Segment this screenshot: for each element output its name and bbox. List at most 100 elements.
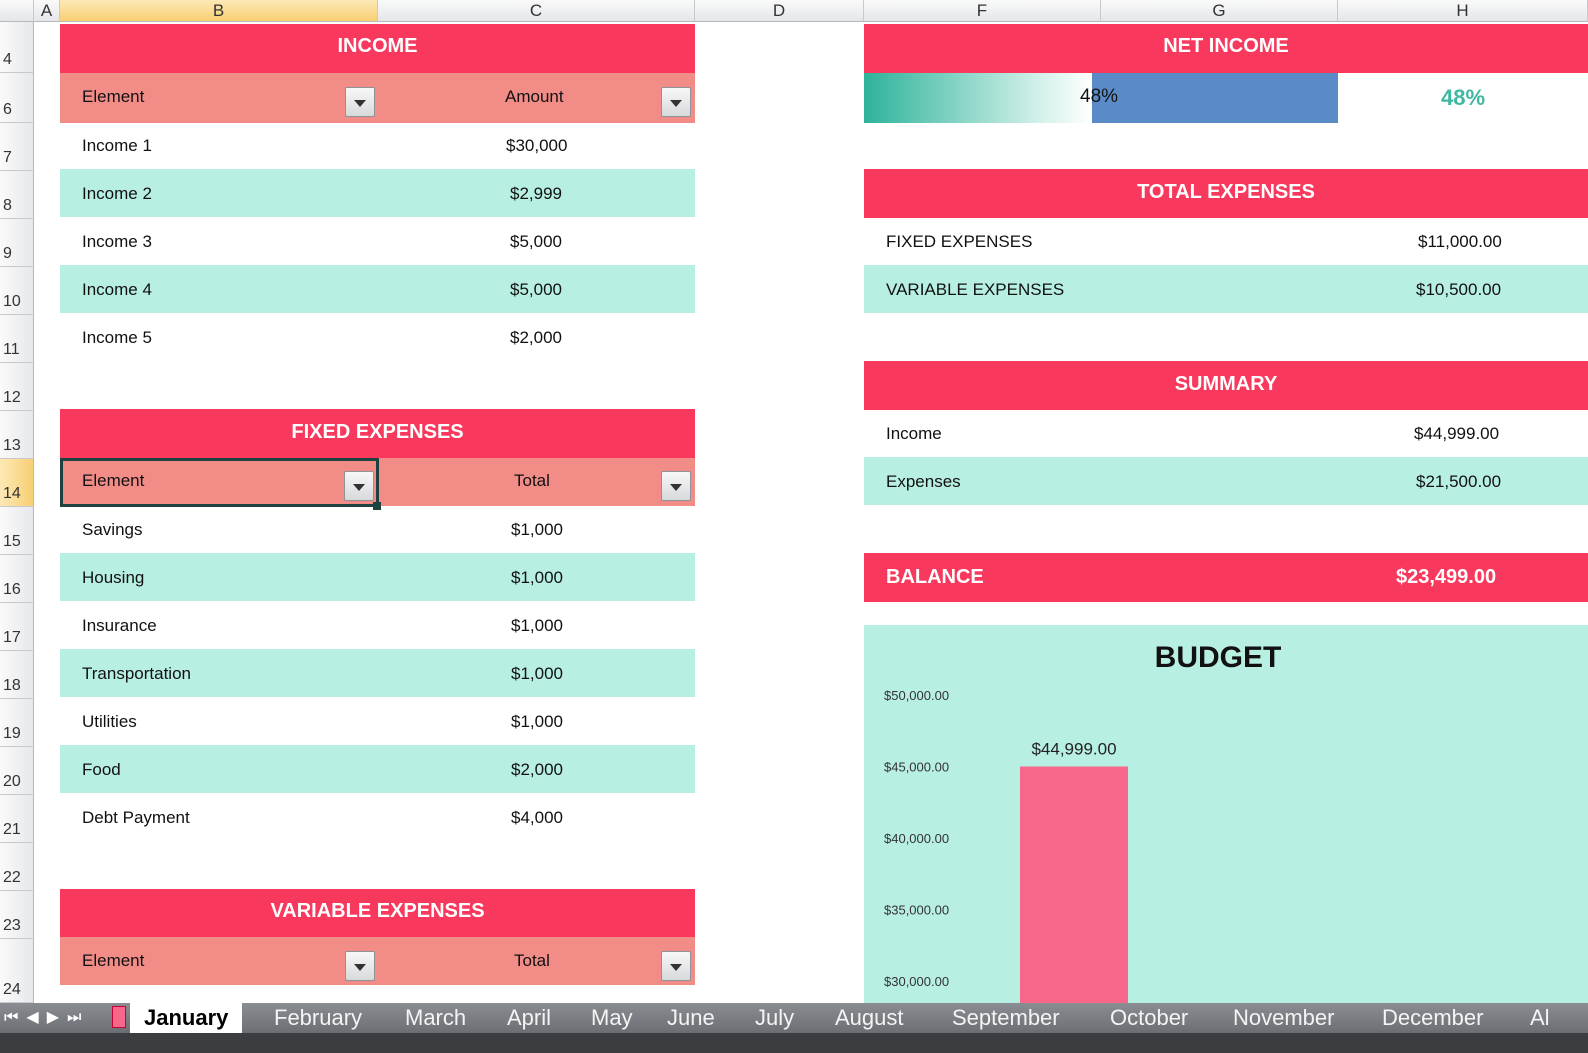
- income-row-value[interactable]: $2,999: [510, 184, 562, 203]
- row-header-4[interactable]: 4: [0, 22, 34, 73]
- fill-handle[interactable]: [373, 502, 381, 510]
- row-header-12[interactable]: 12: [0, 363, 34, 411]
- chart-bar[interactable]: [1020, 766, 1128, 1003]
- fixed-row-value[interactable]: $1,000: [511, 712, 563, 731]
- balance-value[interactable]: $23,499.00: [1396, 566, 1497, 588]
- row-header-20[interactable]: 20: [0, 747, 34, 795]
- total-expenses-title: TOTAL EXPENSES: [864, 169, 1588, 218]
- fixed-row-name[interactable]: Debt Payment: [82, 808, 190, 827]
- column-header-f[interactable]: F: [864, 0, 1101, 22]
- summary-row-name[interactable]: Expenses: [886, 472, 961, 491]
- row-header-17[interactable]: 17: [0, 603, 34, 651]
- tab-january[interactable]: January: [130, 1003, 243, 1033]
- table-row-band: [60, 553, 695, 601]
- balance-label: BALANCE: [886, 566, 984, 588]
- total-expenses-row-value[interactable]: $10,500.00: [1416, 280, 1502, 299]
- income-row-value[interactable]: $5,000: [510, 232, 562, 251]
- total-expenses-row-name[interactable]: FIXED EXPENSES: [886, 232, 1033, 251]
- tab-february[interactable]: February: [274, 1005, 363, 1030]
- summary-row-value[interactable]: $21,500.00: [1416, 472, 1502, 491]
- table-row-band: [60, 649, 695, 697]
- filter-dropdown-icon[interactable]: [345, 951, 375, 981]
- fixed-row-name[interactable]: Savings: [82, 520, 143, 539]
- income-row-name[interactable]: Income 5: [82, 328, 152, 347]
- fixed-row-name[interactable]: Transportation: [82, 664, 191, 683]
- row-header-22[interactable]: 22: [0, 843, 34, 891]
- row-header-15[interactable]: 15: [0, 507, 34, 555]
- row-header-23[interactable]: 23: [0, 891, 34, 939]
- row-header-7[interactable]: 7: [0, 123, 34, 171]
- fixed-row-name[interactable]: Insurance: [82, 616, 157, 635]
- fixed-row-value[interactable]: $4,000: [511, 808, 563, 827]
- fixed-row-name[interactable]: Food: [82, 760, 121, 779]
- filter-dropdown-icon[interactable]: [344, 471, 374, 501]
- row-header-9[interactable]: 9: [0, 219, 34, 267]
- fixed-row-value[interactable]: $1,000: [511, 520, 563, 539]
- net-income-bar-label: 48%: [1080, 86, 1119, 107]
- column-header-c[interactable]: C: [378, 0, 695, 22]
- column-header-a[interactable]: A: [34, 0, 60, 22]
- income-row-value[interactable]: $30,000: [506, 136, 568, 155]
- row-header-16[interactable]: 16: [0, 555, 34, 603]
- tab-march[interactable]: March: [405, 1005, 467, 1030]
- fixed-row-value[interactable]: $1,000: [511, 568, 563, 587]
- fixed-expenses-title: FIXED EXPENSES: [60, 409, 695, 458]
- fixed-row-name[interactable]: Utilities: [82, 712, 137, 731]
- row-header-19[interactable]: 19: [0, 699, 34, 747]
- filter-dropdown-icon[interactable]: [345, 87, 375, 117]
- tab-april[interactable]: April: [507, 1005, 552, 1030]
- fixed-row-name[interactable]: Housing: [82, 568, 145, 587]
- row-header-10[interactable]: 10: [0, 267, 34, 315]
- variable-header-row: [60, 937, 695, 985]
- row-number: 8: [3, 197, 12, 214]
- column-header-h[interactable]: H: [1338, 0, 1588, 22]
- fixed-row-value[interactable]: $2,000: [511, 760, 563, 779]
- tab-july[interactable]: July: [755, 1005, 795, 1030]
- filter-dropdown-icon[interactable]: [661, 87, 691, 117]
- row-header-8[interactable]: 8: [0, 171, 34, 219]
- table-row-band: [60, 169, 695, 217]
- tab-may[interactable]: May: [591, 1005, 633, 1030]
- row-header-18[interactable]: 18: [0, 651, 34, 699]
- income-row-name[interactable]: Income 1: [82, 136, 152, 155]
- tab-june[interactable]: June: [667, 1005, 715, 1030]
- row-header-13[interactable]: 13: [0, 411, 34, 459]
- row-header-6[interactable]: 6: [0, 73, 34, 123]
- income-row-name[interactable]: Income 4: [82, 280, 152, 299]
- income-row-name[interactable]: Income 2: [82, 184, 152, 203]
- net-income-title: NET INCOME: [864, 24, 1588, 73]
- row-header-21[interactable]: 21: [0, 795, 34, 843]
- column-header-d[interactable]: D: [695, 0, 864, 22]
- row-header-11[interactable]: 11: [0, 315, 34, 363]
- income-row-value[interactable]: $2,000: [510, 328, 562, 347]
- tab-november[interactable]: November: [1233, 1005, 1335, 1030]
- fixed-row-value[interactable]: $1,000: [511, 664, 563, 683]
- budget-chart[interactable]: BUDGET $50,000.00 $45,000.00 $40,000.00 $35…: [864, 625, 1588, 1003]
- column-header-g[interactable]: G: [1101, 0, 1338, 22]
- fixed-col-total: Total: [514, 471, 550, 490]
- tab-august[interactable]: August: [835, 1005, 904, 1030]
- tab-scroll-arrows-icon[interactable]: ⏮◀▶⏭: [4, 1009, 90, 1026]
- row-number: 24: [3, 981, 21, 998]
- tab-annual[interactable]: Al: [1530, 1005, 1550, 1030]
- row-header-24[interactable]: 24: [0, 939, 34, 1003]
- summary-row-name[interactable]: Income: [886, 424, 942, 443]
- filter-dropdown-icon[interactable]: [661, 951, 691, 981]
- fixed-row-value[interactable]: $1,000: [511, 616, 563, 635]
- filter-dropdown-icon[interactable]: [661, 471, 691, 501]
- income-row-name[interactable]: Income 3: [82, 232, 152, 251]
- summary-row-value[interactable]: $44,999.00: [1414, 424, 1500, 443]
- table-row-band: [60, 745, 695, 793]
- total-expenses-row-name[interactable]: VARIABLE EXPENSES: [886, 280, 1065, 299]
- tab-september[interactable]: September: [952, 1005, 1060, 1030]
- tab-october[interactable]: October: [1110, 1005, 1189, 1030]
- chart-title: BUDGET: [1154, 641, 1282, 674]
- column-header-b[interactable]: B: [60, 0, 378, 22]
- row-header-14[interactable]: 14: [0, 459, 34, 507]
- income-col-amount: Amount: [505, 87, 564, 106]
- select-all-corner[interactable]: [0, 0, 34, 22]
- tab-december[interactable]: December: [1382, 1005, 1484, 1030]
- income-row-value[interactable]: $5,000: [510, 280, 562, 299]
- active-cell-selection[interactable]: [60, 458, 379, 507]
- total-expenses-row-value[interactable]: $11,000.00: [1418, 232, 1502, 251]
